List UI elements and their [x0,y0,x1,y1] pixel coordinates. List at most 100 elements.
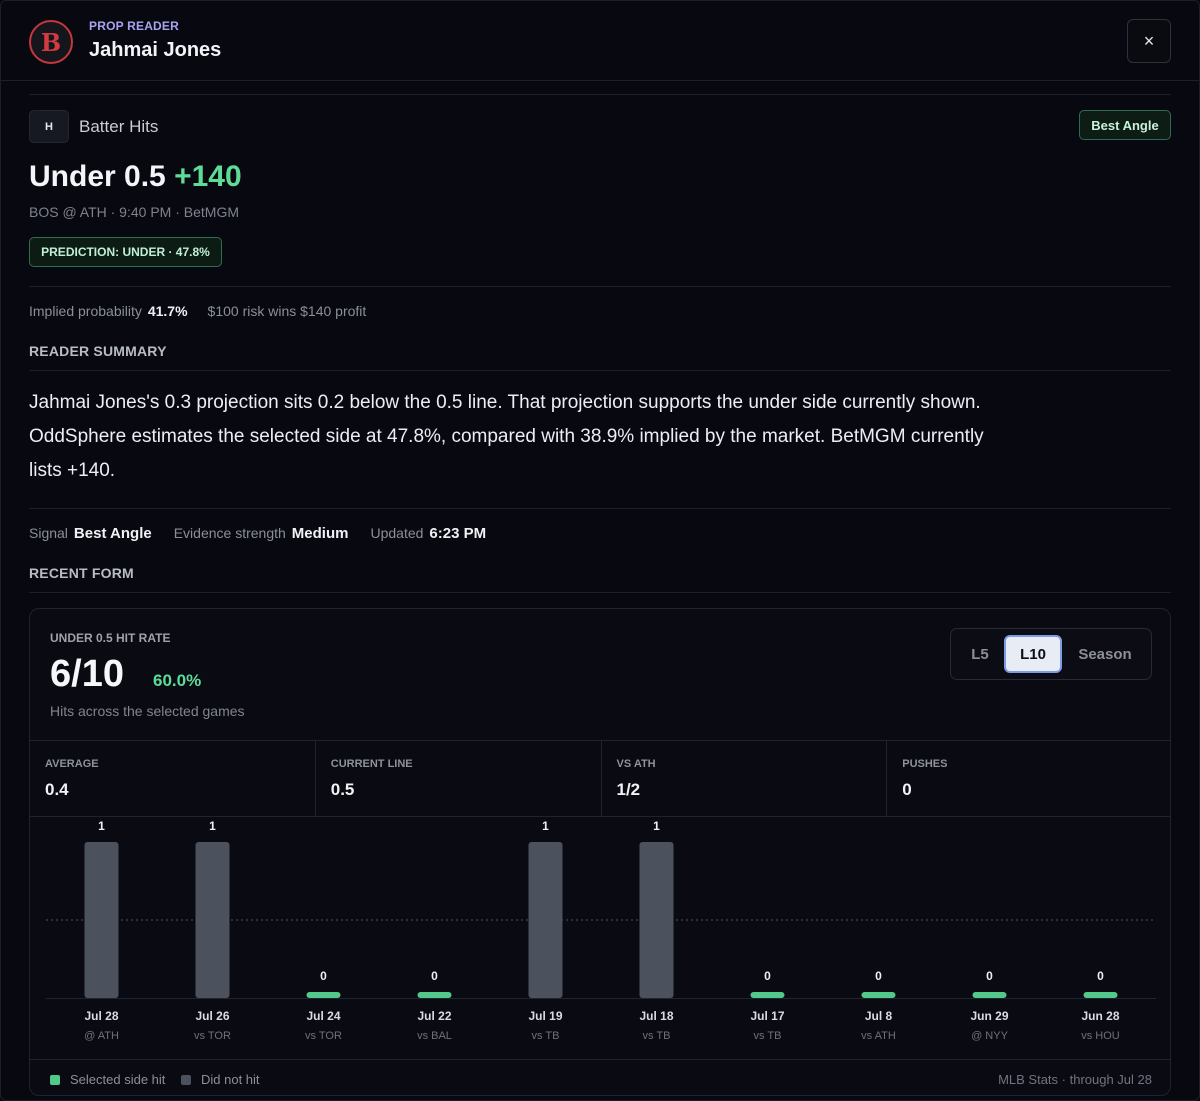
recent-form-chart: 1 Jul 28 @ ATH 1 Jul 26 vs TOR 0 Jul 24 vs TOR 0 J… [46,819,1156,1042]
metric-label: VS ATH [616,758,656,770]
opponent-tick-label: @ NYY [971,1030,1009,1042]
signal-value: Best Angle [73,525,152,542]
chart-bar [195,842,230,998]
implied-value: 41.7% [147,303,188,319]
chart-bar [750,992,785,998]
signal-row: Signal Best Angle Evidence strength Medium U… [29,525,486,542]
segment-l5[interactable]: L5 [971,645,989,663]
market-label: Batter Hits [79,117,159,136]
risk-text: $100 risk wins $140 profit [207,303,367,319]
legend-hit: Selected side hit [50,1072,165,1087]
header: B PROP READER Jahmai Jones × [1,1,1199,81]
bar-value-label: 0 [1097,969,1104,983]
divider [29,94,1171,95]
team-logo-letter: B [40,27,62,57]
chart-bar [417,992,452,998]
chart-bar [1083,992,1118,998]
player-name: Jahmai Jones [89,39,222,61]
close-button[interactable]: × [1127,19,1171,63]
segment-season[interactable]: Season [1078,645,1132,663]
prop-odds: +140 [174,160,242,193]
chart-bar [84,842,119,998]
opponent-tick-label: vs TB [532,1030,560,1042]
chart-bar [306,992,341,998]
bar-value-label: 0 [875,969,882,983]
legend-hit-swatch [50,1074,60,1085]
legend-miss-swatch [181,1074,191,1085]
prop-headline: Under 0.5 +140 [29,160,242,194]
hit-rate-label: UNDER 0.5 HIT RATE [50,631,171,645]
evidence-label: Evidence strength [173,525,286,541]
bar-value-label: 1 [542,819,549,833]
metric-value: 1/2 [616,780,641,799]
prop-line: Under 0.5 [29,160,166,193]
opponent-tick-label: vs TOR [305,1030,342,1042]
metric-pushes: PUSHES 0 [887,741,1170,816]
date-tick-label: Jun 28 [1081,1009,1119,1023]
metric-current-line: CURRENT LINE 0.5 [316,741,602,816]
legend-miss: Did not hit [181,1072,260,1087]
best-angle-badge: Best Angle [1079,110,1171,140]
evidence-value: Medium [291,525,349,542]
date-tick-label: Jul 28 [84,1009,118,1023]
bar-value-label: 0 [431,969,438,983]
opponent-tick-label: @ ATH [84,1030,119,1042]
updated-value: 6:23 PM [429,525,487,542]
date-tick-label: Jul 18 [639,1009,673,1023]
bar-value-label: 0 [320,969,327,983]
opponent-tick-label: vs HOU [1081,1030,1120,1042]
eyebrow-label: PROP READER [89,19,179,33]
reader-summary-title: READER SUMMARY [29,343,167,359]
date-tick-label: Jul 26 [195,1009,229,1023]
metric-vs-opponent: VS ATH 1/2 [602,741,888,816]
segment-l10[interactable]: L10 [1004,635,1062,673]
range-selector: L5 L10 Season [950,628,1152,680]
divider [29,508,1171,509]
date-tick-label: Jul 24 [306,1009,340,1023]
chart-bar [861,992,896,998]
game-meta: BOS @ ATH · 9:40 PM · BetMGM [29,204,239,220]
updated-label: Updated [370,525,424,541]
chart-bar [528,842,563,998]
close-icon: × [1143,30,1155,51]
reader-summary-text: Jahmai Jones's 0.3 projection sits 0.2 b… [29,392,984,481]
source-note: MLB Stats · through Jul 28 [998,1072,1152,1087]
bar-value-label: 0 [764,969,771,983]
implied-label: Implied probability [29,303,142,319]
chart-bar [639,842,674,998]
recent-form-card: UNDER 0.5 HIT RATE 6/10 60.0% Hits acros… [29,608,1171,1096]
opponent-tick-label: vs TB [643,1030,671,1042]
bar-value-label: 1 [653,819,660,833]
signal-label: Signal [29,525,68,541]
metric-label: AVERAGE [45,758,99,770]
metric-average: AVERAGE 0.4 [30,741,316,816]
legend-miss-label: Did not hit [201,1072,260,1087]
bar-value-label: 1 [98,819,105,833]
divider [29,592,1171,593]
divider [29,370,1171,371]
date-tick-label: Jun 29 [970,1009,1008,1023]
opponent-tick-label: vs BAL [417,1030,452,1042]
hit-rate-subtitle: Hits across the selected games [50,703,245,719]
metrics-row: AVERAGE 0.4 CURRENT LINE 0.5 VS ATH 1/2 … [30,740,1170,817]
team-logo: B [29,20,73,64]
metric-value: 0.4 [45,780,69,799]
date-tick-label: Jul 8 [865,1009,893,1023]
bar-value-label: 1 [209,819,216,833]
date-tick-label: Jul 19 [528,1009,562,1023]
metric-label: CURRENT LINE [330,758,413,770]
date-tick-label: Jul 17 [750,1009,784,1023]
implied-probability-row: Implied probability 41.7% $100 risk wins $… [29,303,366,319]
legend-hit-label: Selected side hit [70,1072,166,1087]
hit-rate-percent: 60.0% [153,671,202,690]
opponent-tick-label: vs ATH [861,1030,896,1042]
chart-legend: Selected side hit Did not hit MLB Stats … [30,1059,1170,1095]
chart-bar [972,992,1007,998]
bar-value-label: 0 [986,969,993,983]
recent-form-title: RECENT FORM [29,565,134,581]
opponent-tick-label: vs TOR [194,1030,231,1042]
metric-value: 0.5 [330,780,355,799]
divider [29,286,1171,287]
date-tick-label: Jul 22 [417,1009,451,1023]
